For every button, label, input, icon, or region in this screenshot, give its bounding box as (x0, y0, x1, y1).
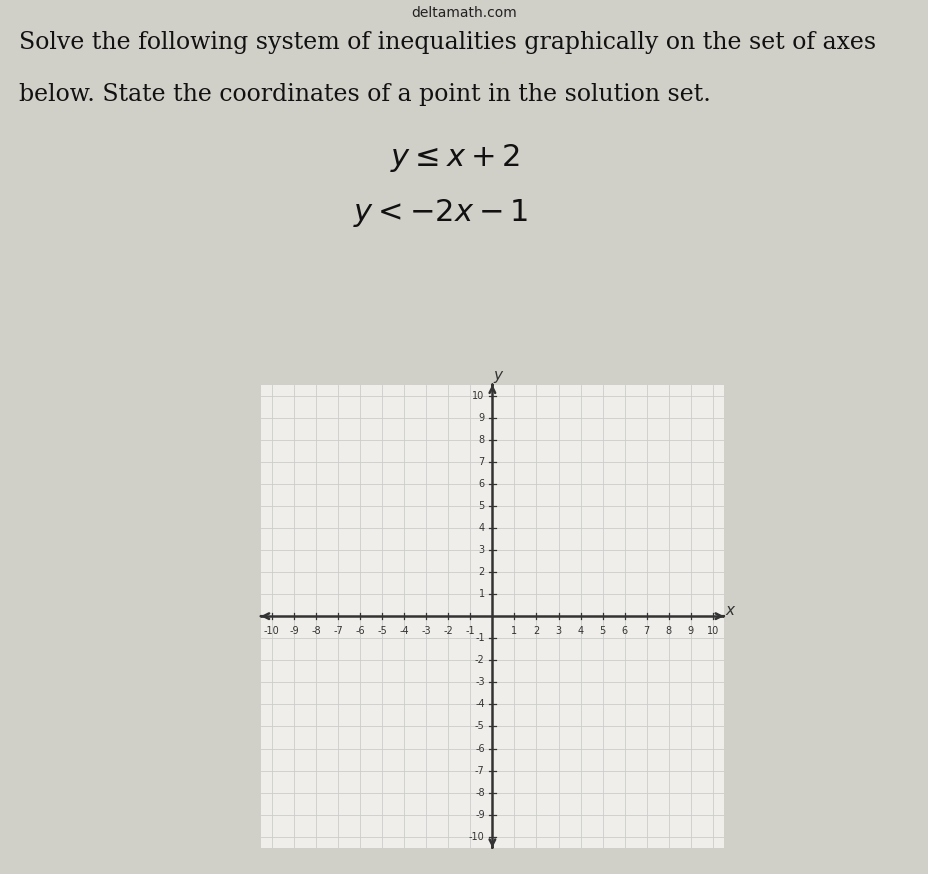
Text: 7: 7 (643, 626, 650, 636)
Text: $y < -2x - 1$: $y < -2x - 1$ (353, 197, 528, 229)
Text: Solve the following system of inequalities graphically on the set of axes: Solve the following system of inequaliti… (19, 31, 875, 53)
Text: 3: 3 (555, 626, 561, 636)
Text: deltamath.com: deltamath.com (411, 6, 517, 20)
Text: -9: -9 (289, 626, 298, 636)
Text: -4: -4 (399, 626, 408, 636)
Text: 5: 5 (478, 501, 484, 511)
Text: -3: -3 (421, 626, 431, 636)
Text: -10: -10 (469, 832, 484, 842)
Text: 8: 8 (478, 434, 484, 445)
Text: 10: 10 (472, 391, 484, 400)
Text: -7: -7 (474, 766, 484, 775)
Text: -8: -8 (311, 626, 320, 636)
Text: 6: 6 (621, 626, 627, 636)
Text: 8: 8 (665, 626, 671, 636)
Text: -1: -1 (465, 626, 474, 636)
Text: -10: -10 (264, 626, 279, 636)
Text: 9: 9 (478, 413, 484, 423)
Text: 10: 10 (706, 626, 718, 636)
Text: -5: -5 (377, 626, 387, 636)
Text: -6: -6 (474, 744, 484, 753)
Text: 4: 4 (577, 626, 583, 636)
Text: -1: -1 (474, 634, 484, 643)
Text: -3: -3 (474, 677, 484, 687)
Text: -5: -5 (474, 721, 484, 732)
Text: 5: 5 (599, 626, 605, 636)
Text: 4: 4 (478, 523, 484, 533)
Text: x: x (724, 603, 733, 618)
Text: y: y (493, 369, 502, 384)
Text: -7: -7 (333, 626, 342, 636)
Text: 2: 2 (478, 567, 484, 577)
Text: -4: -4 (474, 699, 484, 710)
Text: -9: -9 (474, 809, 484, 820)
Text: 9: 9 (687, 626, 693, 636)
Text: 6: 6 (478, 479, 484, 489)
Text: 1: 1 (478, 589, 484, 599)
Text: -2: -2 (474, 656, 484, 665)
Text: -6: -6 (354, 626, 365, 636)
Text: $y \leq x + 2$: $y \leq x + 2$ (390, 142, 520, 174)
Text: 7: 7 (478, 457, 484, 467)
Text: 2: 2 (533, 626, 539, 636)
Text: -8: -8 (474, 787, 484, 798)
Text: 3: 3 (478, 545, 484, 555)
Text: -2: -2 (443, 626, 453, 636)
Text: 1: 1 (510, 626, 517, 636)
Text: below. State the coordinates of a point in the solution set.: below. State the coordinates of a point … (19, 83, 710, 106)
